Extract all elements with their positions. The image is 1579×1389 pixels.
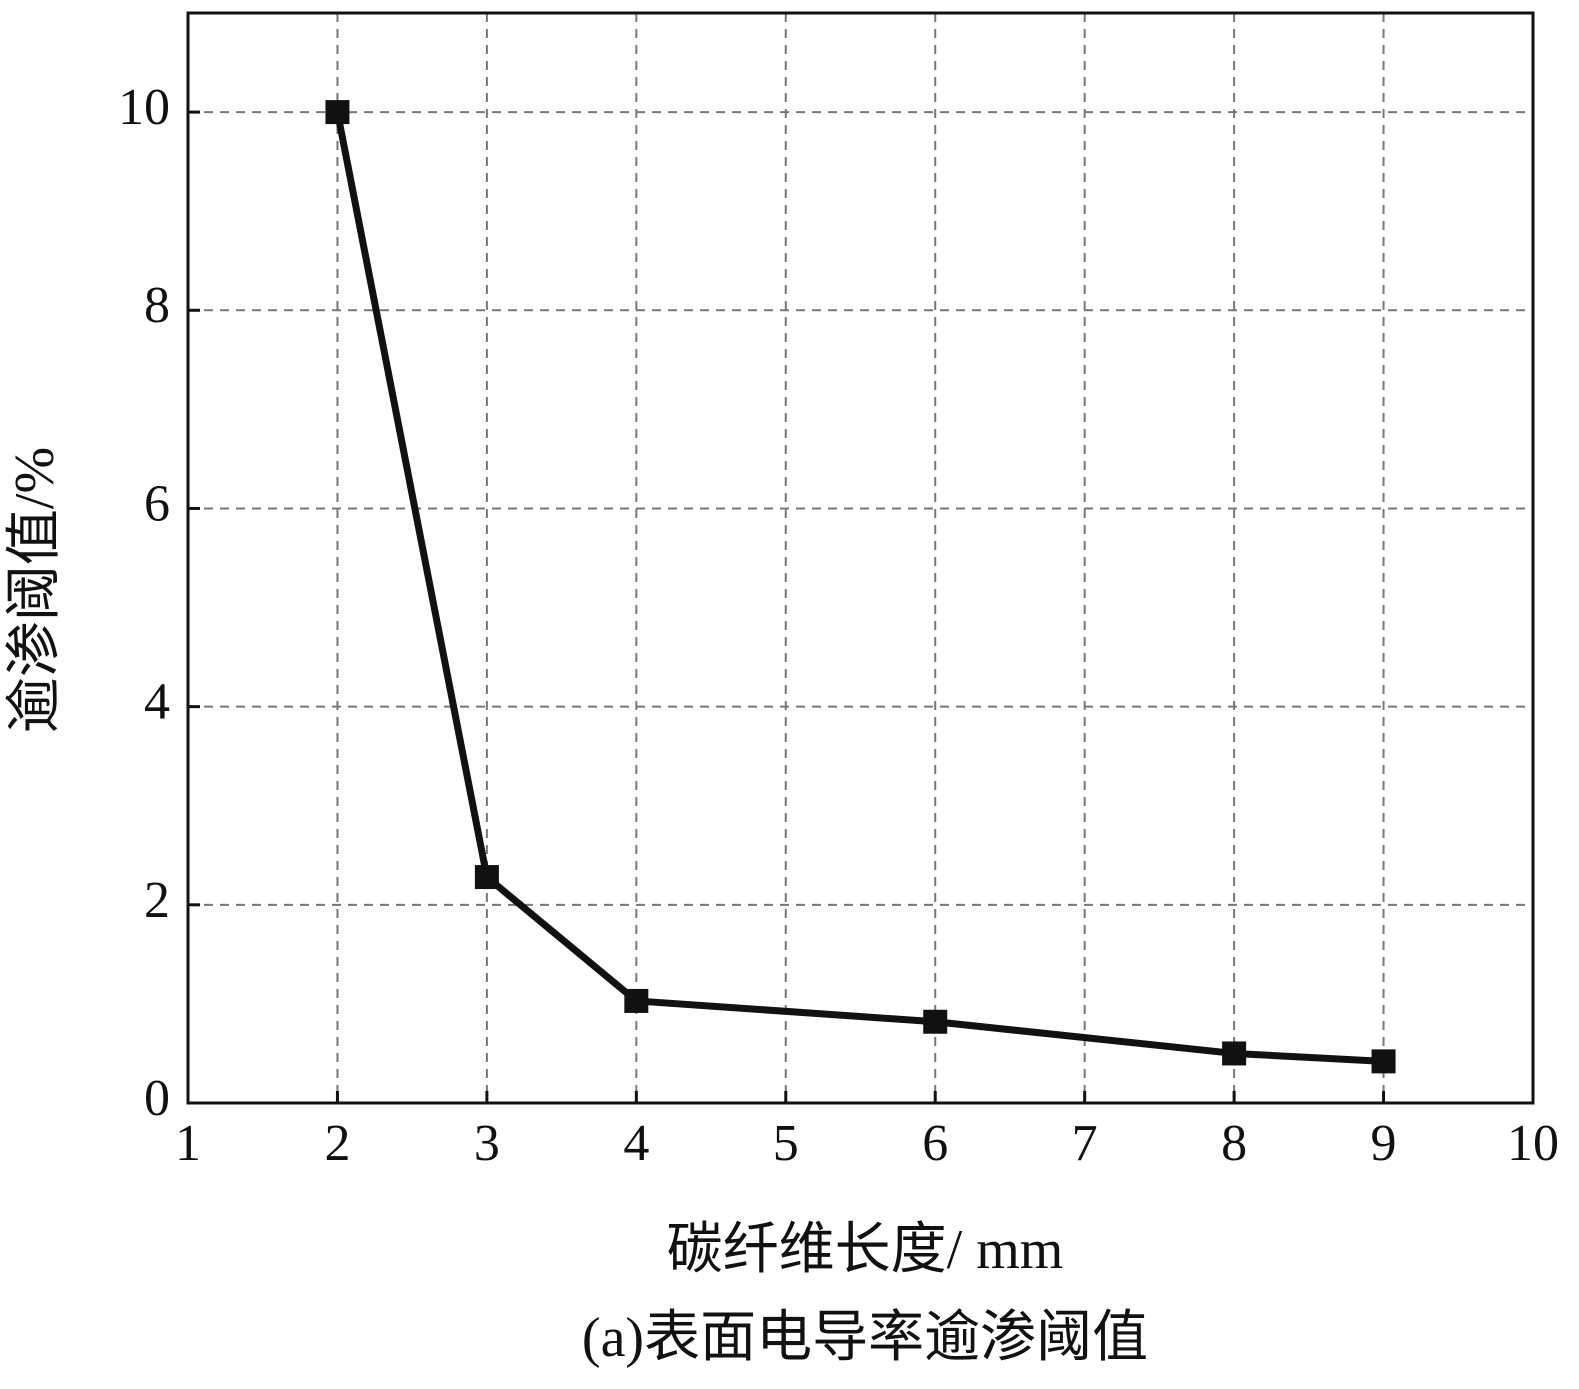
line <box>334 111 1384 1065</box>
x-tick-label: 3 <box>474 1115 500 1172</box>
x-tick-label: 7 <box>1072 1115 1098 1172</box>
y-tick-label: 0 <box>144 1070 170 1127</box>
x-tick-label: 10 <box>1507 1115 1559 1172</box>
marker <box>325 100 350 125</box>
y-tick-label: 8 <box>144 277 170 334</box>
plot-frame <box>186 11 1535 1105</box>
y-tick-label: 6 <box>144 475 170 532</box>
x-tick-label: 9 <box>1371 1115 1397 1172</box>
x-tick-label: 8 <box>1221 1115 1247 1172</box>
y-tick-label: 2 <box>144 872 170 929</box>
x-tick-label: 2 <box>324 1115 350 1172</box>
x-tick-label: 5 <box>773 1115 799 1172</box>
y-tick-label: 10 <box>118 79 170 136</box>
marker <box>1371 1049 1396 1074</box>
x-tick-label: 1 <box>175 1115 201 1172</box>
caption: (a)表面电导率逾渗阈值 <box>582 1307 1148 1369</box>
y-axis-label: 逾渗阈值/% <box>4 447 66 733</box>
x-tick-label: 4 <box>623 1115 649 1172</box>
marker <box>1222 1041 1247 1066</box>
x-tick-label: 6 <box>922 1115 948 1172</box>
marker <box>624 988 649 1013</box>
marker <box>923 1009 948 1034</box>
marker <box>474 865 499 890</box>
x-axis-label: 碳纤维长度/ mm <box>667 1219 1064 1281</box>
y-tick-label: 4 <box>144 674 170 731</box>
